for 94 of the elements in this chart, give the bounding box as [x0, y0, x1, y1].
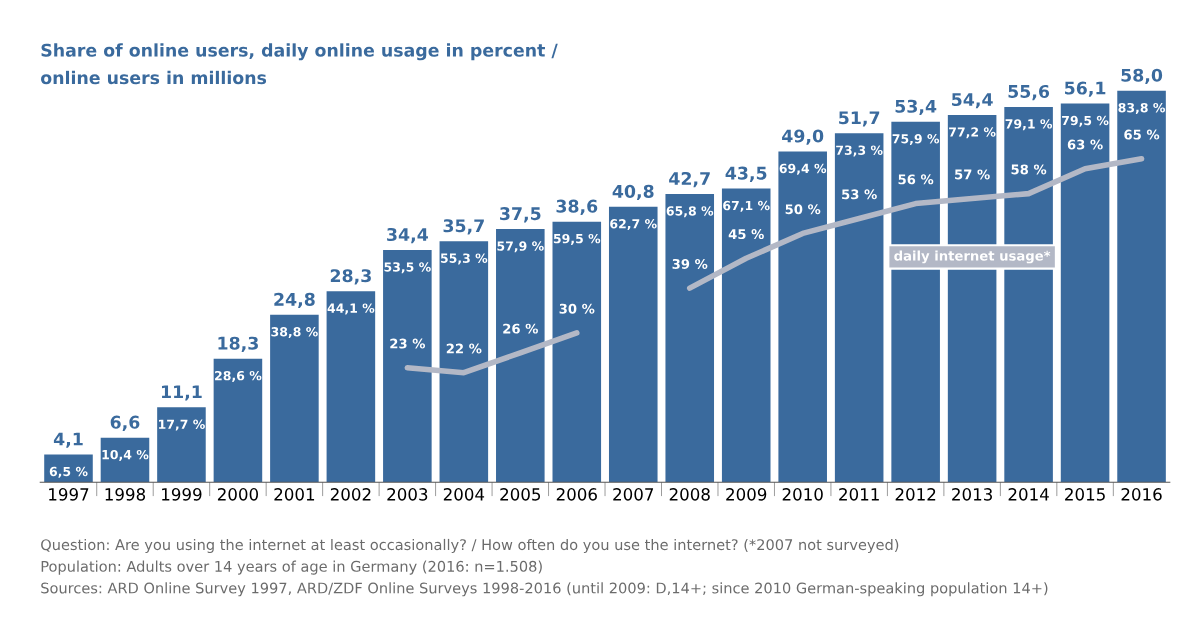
data-label: 57 % — [955, 169, 990, 180]
bar — [665, 193, 715, 483]
x-tick-label: 2009 — [726, 488, 767, 501]
bar — [1060, 103, 1110, 483]
annotation: 67,1 % — [723, 200, 770, 212]
data-label: 56,1 — [1065, 81, 1106, 97]
annotation: 73,3 % — [836, 145, 883, 157]
data-label: 6,6 — [110, 415, 140, 431]
annotation: 38,8 % — [271, 327, 318, 339]
x-tick-label: 2012 — [895, 488, 936, 501]
x-tick-label: 2003 — [387, 488, 428, 501]
data-label: 51,7 — [839, 111, 880, 127]
bar — [1117, 90, 1166, 483]
annotation: 83,8 % — [1118, 102, 1166, 114]
annotation: 75,9 % — [892, 133, 940, 146]
data-label: 23 % — [390, 338, 426, 349]
data-label: 39 % — [672, 258, 708, 269]
data-label: 42,7 — [669, 171, 710, 188]
annotation: 28,6 % — [215, 370, 262, 382]
data-label: 28,3 — [330, 269, 371, 285]
data-label: 49,0 — [782, 129, 824, 145]
x-tick-label: 2002 — [330, 488, 371, 501]
data-label: 50 % — [785, 204, 821, 215]
annotation: 6,5 % — [49, 466, 88, 478]
x-tick-label: 1997 — [49, 488, 89, 501]
text: daily internet usage* — [894, 250, 1051, 264]
bar — [496, 229, 545, 483]
x-tick-label: 2004 — [443, 488, 485, 501]
data-label: 45 % — [728, 229, 764, 240]
data-label: 35,7 — [443, 219, 484, 235]
text: Question: Are you using the internet at least occasionally? / How often do you use the internet? (*2007 not surveyed) — [41, 538, 899, 554]
annotation: 17,7 % — [159, 419, 205, 431]
annotation: 65,8 % — [666, 206, 714, 218]
chart-title: Share of online users, daily online usage in percent / online users in millions — [41, 43, 558, 85]
x-tick-label: 2005 — [500, 488, 541, 501]
data-label: 37,5 — [500, 207, 541, 223]
data-label: 53 % — [842, 189, 877, 200]
bar — [326, 291, 376, 483]
data-label: 34,4 — [387, 227, 428, 244]
x-tick-label: 2001 — [274, 488, 315, 501]
data-label: 53,4 — [895, 99, 937, 116]
data-label: 40,8 — [612, 184, 654, 201]
data-label: 24,8 — [274, 292, 315, 309]
data-label: 56 % — [898, 174, 934, 185]
data-label: 18,3 — [218, 336, 258, 352]
data-label: 58 % — [1011, 164, 1047, 175]
bar — [608, 206, 658, 483]
data-label: 58,0 — [1121, 68, 1163, 85]
x-tick-label: 2014 — [1008, 488, 1049, 501]
annotation: 62,7 % — [610, 219, 657, 231]
x-tick-label: 2010 — [782, 488, 823, 501]
text: Population: Adults over 14 years of age in Germany (2016: n=1.508) — [41, 560, 542, 575]
data-label: 43,5 — [725, 166, 767, 182]
bar — [100, 437, 150, 483]
x-tick-label: 2013 — [952, 488, 992, 501]
x-tick-label: 1998 — [105, 488, 146, 501]
annotation: 69,4 % — [779, 163, 827, 175]
x-tick-label: 2006 — [556, 488, 597, 501]
x-tick-label: 2007 — [613, 488, 654, 501]
source-note: Sources: ARD Online Survey 1997, ARD/ZDF Online Surveys 1998-2016 (until 2009: D,14+; since 2010 German-speaking population 14+) — [41, 582, 1048, 597]
bar — [778, 151, 827, 483]
annotation: 79,5 % — [1062, 115, 1109, 127]
data-label: 4,1 — [53, 432, 83, 448]
bar — [834, 133, 884, 483]
x-tick-label: 1999 — [162, 488, 202, 501]
bar — [270, 314, 319, 483]
annotation: 55,3 % — [440, 253, 488, 265]
data-label: 54,4 — [952, 93, 993, 109]
annotation: 53,5 % — [384, 262, 431, 274]
bar — [157, 407, 206, 483]
data-label: 55,6 — [1008, 84, 1050, 101]
x-tick-label: 2000 — [217, 488, 259, 501]
annotation: 59,5 % — [553, 233, 601, 245]
data-label: 65 % — [1124, 129, 1160, 140]
data-label: 63 % — [1067, 139, 1103, 150]
data-label: 11,1 — [161, 385, 202, 401]
annotation: 79,1 % — [1005, 119, 1053, 131]
x-tick-label: 2008 — [669, 488, 710, 501]
data-label: 30 % — [559, 303, 595, 314]
annotation: 77,2 % — [949, 127, 996, 139]
x-tick-label: 2015 — [1065, 488, 1105, 501]
bar — [383, 250, 432, 483]
data-label: 22 % — [446, 343, 482, 354]
bar — [721, 188, 771, 483]
bar — [552, 221, 602, 483]
annotation: 57,9 % — [497, 241, 544, 253]
annotation: 10,4 % — [102, 449, 149, 461]
data-label: 26 % — [503, 323, 538, 334]
x-tick-label: 2011 — [839, 488, 879, 501]
annotation: 44,1 % — [327, 303, 375, 315]
x-tick-label: 2016 — [1121, 488, 1162, 501]
data-label: 38,6 — [556, 199, 598, 215]
bar — [439, 241, 489, 483]
bar — [213, 358, 263, 483]
